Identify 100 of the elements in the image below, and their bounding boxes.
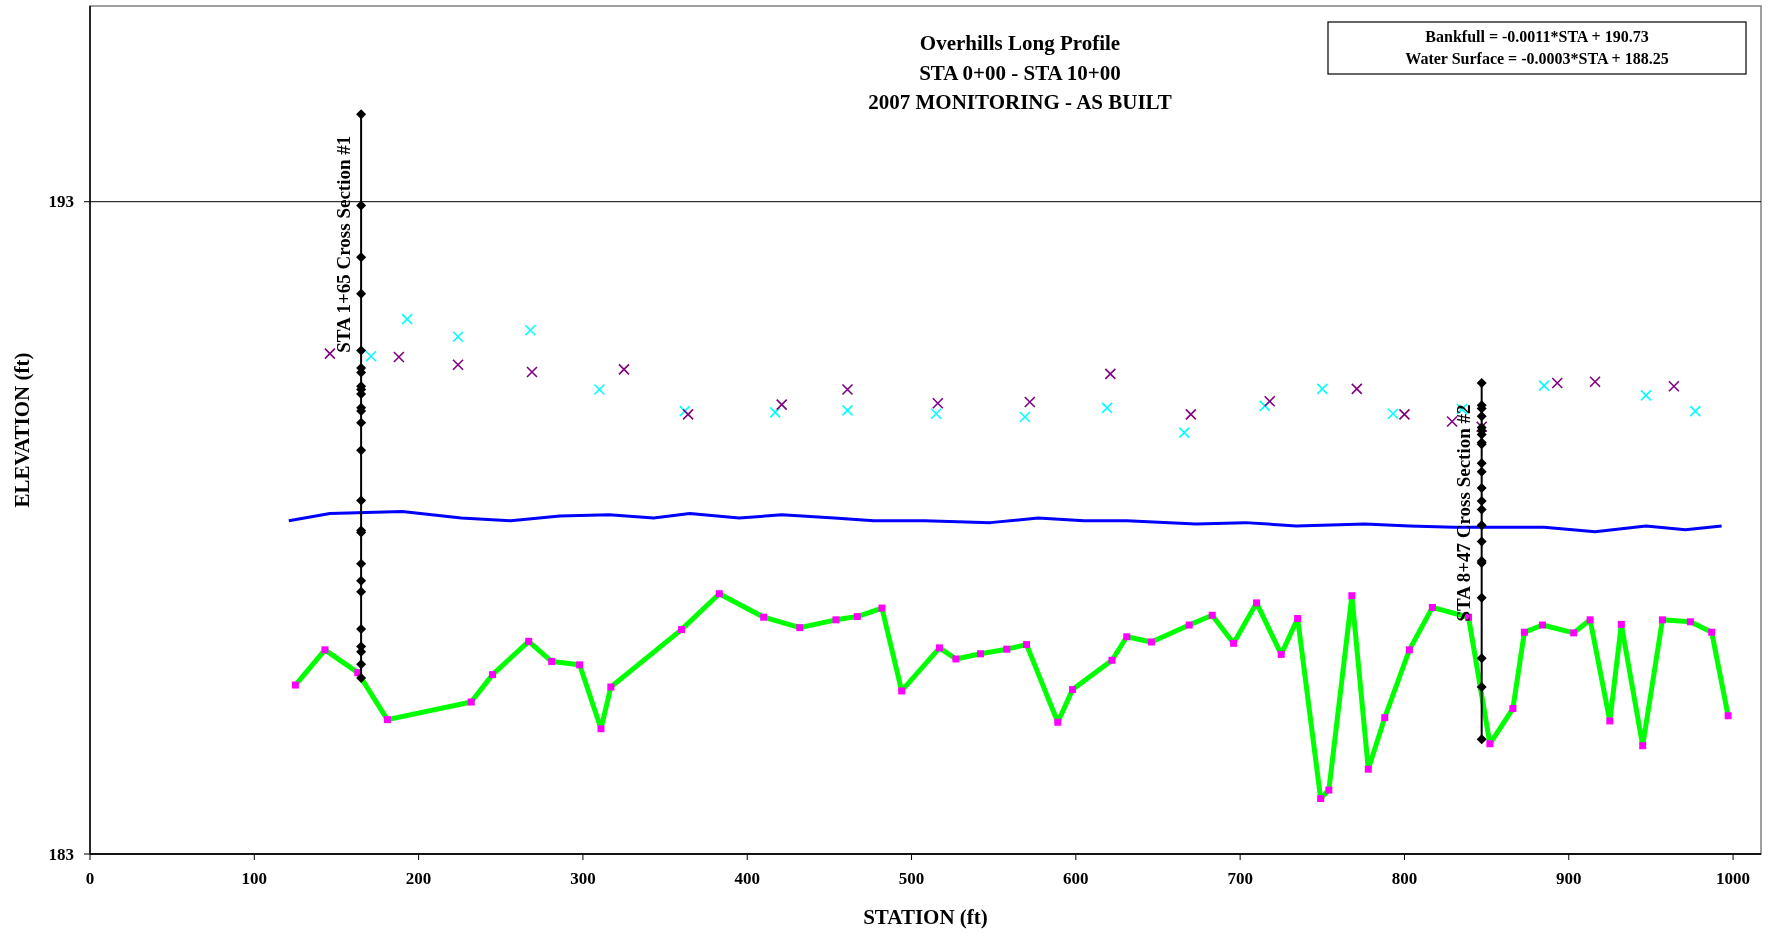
x-tick-label: 900 <box>1556 869 1582 888</box>
point <box>356 495 367 506</box>
point <box>1640 389 1652 402</box>
point <box>952 655 960 663</box>
x-tick-label: 600 <box>1063 869 1089 888</box>
point <box>678 626 685 634</box>
point <box>1294 615 1302 623</box>
x-tick-label: 1000 <box>1716 869 1751 888</box>
point <box>401 313 413 325</box>
point <box>841 404 854 417</box>
point <box>1024 396 1036 408</box>
point <box>1476 411 1487 422</box>
point <box>1348 592 1356 600</box>
point <box>356 558 367 569</box>
point <box>1617 620 1625 628</box>
point <box>1316 383 1329 395</box>
point <box>1253 599 1261 607</box>
point <box>356 659 367 670</box>
point <box>1708 628 1716 636</box>
point <box>597 725 605 733</box>
x-tick-label: 200 <box>405 869 432 888</box>
point <box>760 613 768 621</box>
x-tick-label: 500 <box>898 869 925 888</box>
x-tick-label: 0 <box>85 869 95 888</box>
y-axis-title: ELEVATION (ft) <box>10 352 34 508</box>
point <box>356 109 367 120</box>
point <box>1230 639 1238 647</box>
point <box>1185 621 1193 629</box>
point <box>715 590 723 598</box>
point <box>1551 377 1564 389</box>
point <box>769 406 781 419</box>
point <box>356 288 367 299</box>
point <box>393 351 405 363</box>
point <box>526 366 538 378</box>
point <box>1108 656 1116 664</box>
point <box>977 650 985 658</box>
point <box>1446 415 1458 428</box>
point <box>1724 712 1732 720</box>
point <box>1147 638 1155 646</box>
point <box>1509 705 1517 713</box>
x-tick-label: 800 <box>1391 869 1418 888</box>
point <box>356 200 367 211</box>
point <box>548 658 556 666</box>
point <box>1317 795 1325 803</box>
point <box>618 363 630 376</box>
point <box>775 398 788 411</box>
point <box>1639 742 1647 750</box>
point <box>1686 618 1694 626</box>
point <box>356 252 367 263</box>
point <box>1101 402 1113 414</box>
point <box>935 644 943 652</box>
point <box>1486 740 1494 748</box>
point <box>1476 653 1487 664</box>
point <box>1476 504 1487 515</box>
point <box>356 586 367 597</box>
point <box>356 623 367 634</box>
point <box>1476 734 1487 745</box>
text: STA 0+00 - STA 10+00 2007 MONITORING - AS BUILT <box>868 61 1172 114</box>
point <box>1476 682 1487 693</box>
text-box: Bankfull = -0.0011*STA + 190.73 Water Surface = -0.0003*STA + 188.25 <box>1327 21 1747 75</box>
point <box>1325 786 1333 794</box>
point <box>607 683 615 691</box>
point <box>383 716 391 724</box>
y-tick-label: 183 <box>48 844 74 864</box>
y-tick-label: 193 <box>48 192 74 212</box>
point <box>1208 611 1216 619</box>
point <box>1606 717 1614 725</box>
point <box>1476 378 1487 389</box>
point <box>1263 395 1276 408</box>
point <box>356 345 367 356</box>
x-tick-label: 300 <box>570 869 596 888</box>
point <box>489 671 497 679</box>
point <box>1185 408 1197 421</box>
point <box>1428 603 1436 611</box>
point <box>1387 407 1399 420</box>
point <box>524 324 537 336</box>
point <box>1178 426 1191 439</box>
point <box>467 698 475 706</box>
point <box>898 687 906 695</box>
x-axis-title: STATION (ft) <box>863 905 988 929</box>
point <box>452 330 464 343</box>
point <box>1104 368 1117 380</box>
point <box>1658 616 1666 624</box>
x-tick-label: 700 <box>1227 869 1253 888</box>
point <box>1476 592 1487 603</box>
point <box>1476 483 1487 494</box>
point <box>1476 458 1487 469</box>
point <box>1054 718 1062 726</box>
point <box>841 383 854 396</box>
point <box>932 397 944 410</box>
point <box>1538 379 1550 392</box>
point <box>525 637 533 645</box>
point <box>1476 496 1487 507</box>
point <box>1364 765 1372 773</box>
point <box>1586 616 1594 624</box>
point <box>1003 645 1011 653</box>
point <box>796 624 804 632</box>
point <box>1538 621 1546 629</box>
point <box>1019 411 1031 423</box>
point <box>682 408 694 421</box>
